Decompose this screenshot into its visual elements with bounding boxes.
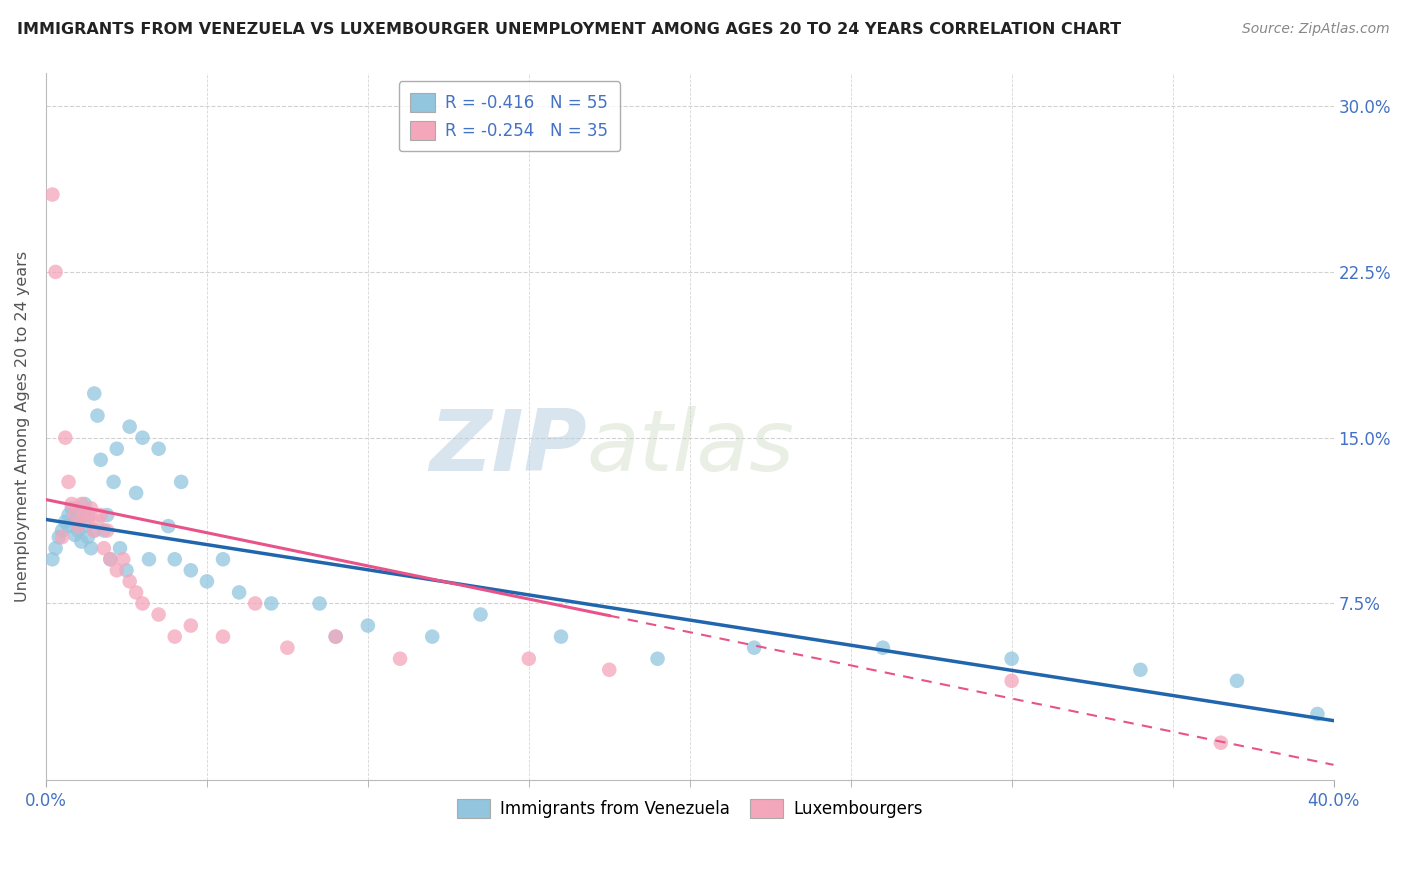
Point	[103, 475, 125, 489]
Point	[1226, 673, 1249, 688]
Point	[308, 597, 330, 611]
Text: Source: ZipAtlas.com: Source: ZipAtlas.com	[1241, 22, 1389, 37]
Point	[63, 528, 86, 542]
Point	[67, 524, 90, 538]
Point	[517, 651, 540, 665]
Point	[131, 431, 153, 445]
Point	[73, 519, 96, 533]
Point	[48, 530, 70, 544]
Point	[115, 563, 138, 577]
Point	[63, 515, 86, 529]
Point	[118, 574, 141, 589]
Point	[73, 497, 96, 511]
Point	[70, 534, 93, 549]
Point	[872, 640, 894, 655]
Point	[1306, 706, 1329, 721]
Point	[325, 630, 347, 644]
Point	[93, 541, 115, 556]
Point	[212, 552, 235, 566]
Point	[163, 552, 186, 566]
Point	[180, 563, 202, 577]
Point	[80, 501, 103, 516]
Point	[1001, 651, 1024, 665]
Point	[83, 524, 105, 538]
Point	[742, 640, 765, 655]
Point	[105, 563, 128, 577]
Point	[420, 630, 443, 644]
Point	[470, 607, 492, 622]
Point	[112, 552, 135, 566]
Point	[98, 552, 121, 566]
Point	[325, 630, 347, 644]
Point	[90, 508, 112, 522]
Point	[157, 519, 180, 533]
Point	[389, 651, 412, 665]
Point	[83, 524, 105, 538]
Point	[118, 419, 141, 434]
Point	[58, 475, 80, 489]
Point	[96, 508, 118, 522]
Point	[93, 524, 115, 538]
Point	[60, 501, 83, 516]
Point	[51, 530, 73, 544]
Point	[125, 486, 148, 500]
Point	[67, 508, 90, 522]
Point	[163, 630, 186, 644]
Point	[96, 524, 118, 538]
Point	[76, 508, 98, 522]
Point	[647, 651, 669, 665]
Point	[180, 618, 202, 632]
Point	[45, 541, 67, 556]
Point	[598, 663, 620, 677]
Point	[80, 541, 103, 556]
Point	[83, 386, 105, 401]
Point	[212, 630, 235, 644]
Point	[98, 552, 121, 566]
Point	[76, 512, 98, 526]
Point	[51, 524, 73, 538]
Y-axis label: Unemployment Among Ages 20 to 24 years: Unemployment Among Ages 20 to 24 years	[15, 251, 30, 602]
Point	[58, 508, 80, 522]
Point	[108, 541, 131, 556]
Point	[125, 585, 148, 599]
Point	[138, 552, 160, 566]
Point	[41, 552, 63, 566]
Text: ZIP: ZIP	[429, 407, 586, 490]
Point	[260, 597, 283, 611]
Point	[170, 475, 193, 489]
Point	[105, 442, 128, 456]
Text: IMMIGRANTS FROM VENEZUELA VS LUXEMBOURGER UNEMPLOYMENT AMONG AGES 20 TO 24 YEARS: IMMIGRANTS FROM VENEZUELA VS LUXEMBOURGE…	[17, 22, 1121, 37]
Point	[148, 442, 170, 456]
Point	[58, 519, 80, 533]
Point	[550, 630, 572, 644]
Point	[53, 431, 76, 445]
Point	[228, 585, 250, 599]
Point	[45, 265, 67, 279]
Point	[1129, 663, 1152, 677]
Point	[90, 452, 112, 467]
Point	[76, 530, 98, 544]
Point	[53, 515, 76, 529]
Point	[357, 618, 380, 632]
Point	[41, 187, 63, 202]
Point	[148, 607, 170, 622]
Point	[70, 497, 93, 511]
Point	[1209, 736, 1232, 750]
Point	[276, 640, 298, 655]
Point	[86, 515, 108, 529]
Point	[63, 508, 86, 522]
Point	[195, 574, 218, 589]
Legend: Immigrants from Venezuela, Luxembourgers: Immigrants from Venezuela, Luxembourgers	[450, 792, 929, 825]
Point	[73, 508, 96, 522]
Point	[131, 597, 153, 611]
Text: atlas: atlas	[586, 407, 794, 490]
Point	[1001, 673, 1024, 688]
Point	[86, 409, 108, 423]
Point	[60, 497, 83, 511]
Point	[67, 519, 90, 533]
Point	[245, 597, 267, 611]
